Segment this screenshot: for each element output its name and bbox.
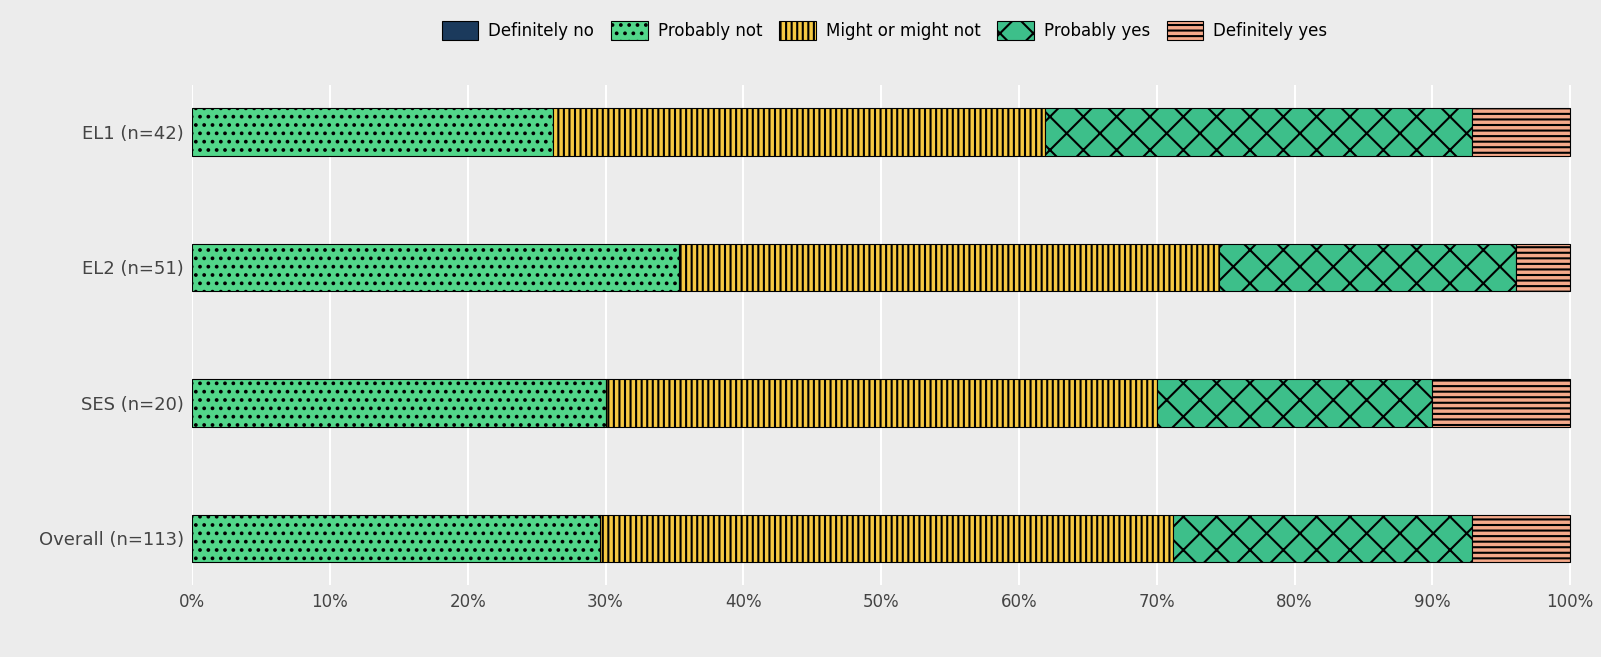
Bar xyxy=(1473,514,1571,562)
Bar xyxy=(600,514,1174,562)
Bar xyxy=(1156,379,1433,426)
Legend: Definitely no, Probably not, Might or might not, Probably yes, Definitely yes: Definitely no, Probably not, Might or mi… xyxy=(435,14,1334,47)
Bar xyxy=(1218,244,1516,291)
Bar xyxy=(192,244,679,291)
Bar xyxy=(554,108,1045,156)
Bar xyxy=(1516,244,1571,291)
Bar xyxy=(1174,514,1473,562)
Bar xyxy=(1045,108,1473,156)
Bar xyxy=(1433,379,1571,426)
Bar xyxy=(605,379,1156,426)
Bar xyxy=(192,108,554,156)
Bar xyxy=(1473,108,1571,156)
Bar xyxy=(679,244,1218,291)
Bar xyxy=(192,514,600,562)
Bar xyxy=(192,379,605,426)
